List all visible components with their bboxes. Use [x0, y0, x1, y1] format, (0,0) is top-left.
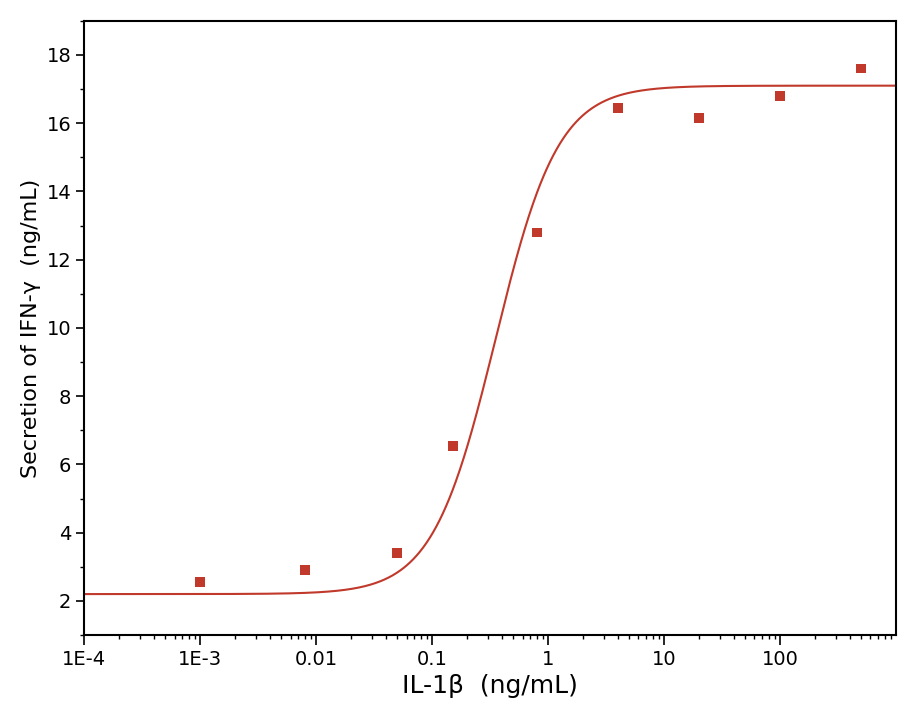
Point [390, 547, 404, 559]
Point [773, 90, 788, 101]
Point [446, 440, 460, 452]
Point [691, 112, 706, 124]
Point [193, 577, 207, 588]
Point [298, 564, 313, 576]
Point [611, 102, 625, 114]
Point [854, 63, 868, 74]
Point [530, 226, 545, 238]
Y-axis label: Secretion of IFN-γ  (ng/mL): Secretion of IFN-γ (ng/mL) [21, 178, 41, 477]
X-axis label: IL-1β  (ng/mL): IL-1β (ng/mL) [403, 674, 579, 698]
